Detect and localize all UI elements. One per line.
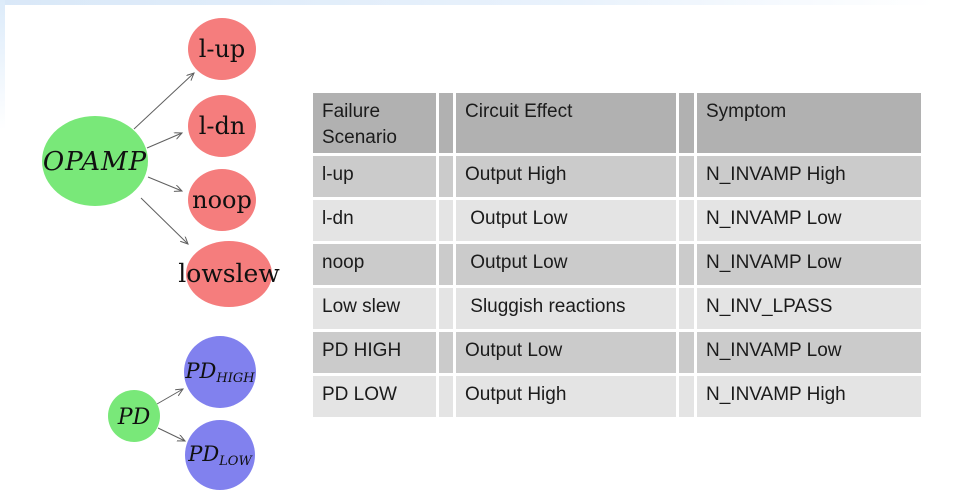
cell-spacer — [439, 244, 453, 285]
cell-spacer — [679, 244, 694, 285]
cell-spacer — [439, 376, 453, 417]
node-ldn — [188, 95, 256, 157]
edge-opamp-noop — [147, 176, 182, 191]
cell-effect: Output High — [456, 376, 676, 417]
cell-spacer — [679, 200, 694, 241]
fault-diagram-svg: OPAMP l-up l-dn noop lowslew PD PDHIGH P… — [42, 18, 280, 490]
cell-spacer — [679, 332, 694, 373]
edge-opamp-ldn — [146, 133, 182, 149]
node-lowslew — [186, 241, 272, 307]
node-pdhigh — [184, 336, 256, 408]
cell-scenario: l-up — [313, 156, 436, 197]
failure-scenario-table: Failure Scenario Circuit Effect Symptom … — [310, 90, 924, 420]
cell-spacer — [679, 156, 694, 197]
left-edge-tint — [0, 0, 5, 130]
table-row-lowslew: Low slew Sluggish reactions N_INV_LPASS — [313, 288, 921, 329]
table-header-row: Failure Scenario Circuit Effect Symptom — [313, 93, 921, 153]
cell-spacer — [439, 200, 453, 241]
table-row-noop: noop Output Low N_INVAMP Low — [313, 244, 921, 285]
table-row-ldn: l-dn Output Low N_INVAMP Low — [313, 200, 921, 241]
node-noop-label: noop — [192, 186, 252, 214]
cell-spacer — [439, 332, 453, 373]
node-lowslew-label: lowslew — [178, 259, 280, 288]
cell-effect: Output Low — [456, 332, 676, 373]
node-noop — [188, 169, 256, 231]
edge-pd-pdhigh — [156, 389, 183, 405]
table-row-pdlow: PD LOW Output High N_INVAMP High — [313, 376, 921, 417]
cell-scenario: PD LOW — [313, 376, 436, 417]
fault-diagram: OPAMP l-up l-dn noop lowslew PD PDHIGH P… — [0, 0, 310, 492]
diagram-edges — [133, 73, 194, 441]
cell-spacer — [439, 288, 453, 329]
cell-effect: Output High — [456, 156, 676, 197]
cell-scenario: noop — [313, 244, 436, 285]
cell-symptom: N_INVAMP Low — [697, 332, 921, 373]
cell-effect: Sluggish reactions — [456, 288, 676, 329]
cell-spacer — [439, 156, 453, 197]
node-pd — [108, 390, 160, 442]
cell-symptom: N_INV_LPASS — [697, 288, 921, 329]
edge-opamp-lowslew — [140, 197, 188, 244]
node-opamp — [42, 116, 148, 206]
header-symptom: Symptom — [697, 93, 921, 153]
header-failure-scenario: Failure Scenario — [313, 93, 436, 153]
node-pdlow — [185, 420, 255, 490]
node-pd-label: PD — [117, 405, 151, 430]
node-pdlow-label: PDLOW — [187, 442, 253, 469]
node-lup — [188, 18, 256, 80]
cell-symptom: N_INVAMP High — [697, 156, 921, 197]
node-pdhigh-label: PDHIGH — [184, 359, 255, 386]
cell-scenario: Low slew — [313, 288, 436, 329]
top-edge-tint — [0, 0, 964, 5]
header-spacer-2 — [679, 93, 694, 153]
cell-effect: Output Low — [456, 200, 676, 241]
node-lup-label: l-up — [199, 35, 246, 63]
cell-symptom: N_INVAMP Low — [697, 200, 921, 241]
node-ldn-label: l-dn — [199, 112, 246, 140]
cell-effect: Output Low — [456, 244, 676, 285]
table-row-lup: l-up Output High N_INVAMP High — [313, 156, 921, 197]
cell-symptom: N_INVAMP High — [697, 376, 921, 417]
edge-opamp-lup — [133, 73, 194, 130]
cell-scenario: l-dn — [313, 200, 436, 241]
table-row-pdhigh: PD HIGH Output Low N_INVAMP Low — [313, 332, 921, 373]
node-opamp-label: OPAMP — [43, 147, 147, 177]
header-circuit-effect: Circuit Effect — [456, 93, 676, 153]
cell-spacer — [679, 288, 694, 329]
cell-scenario: PD HIGH — [313, 332, 436, 373]
header-spacer-1 — [439, 93, 453, 153]
cell-spacer — [679, 376, 694, 417]
cell-symptom: N_INVAMP Low — [697, 244, 921, 285]
edge-pd-pdlow — [157, 427, 185, 441]
